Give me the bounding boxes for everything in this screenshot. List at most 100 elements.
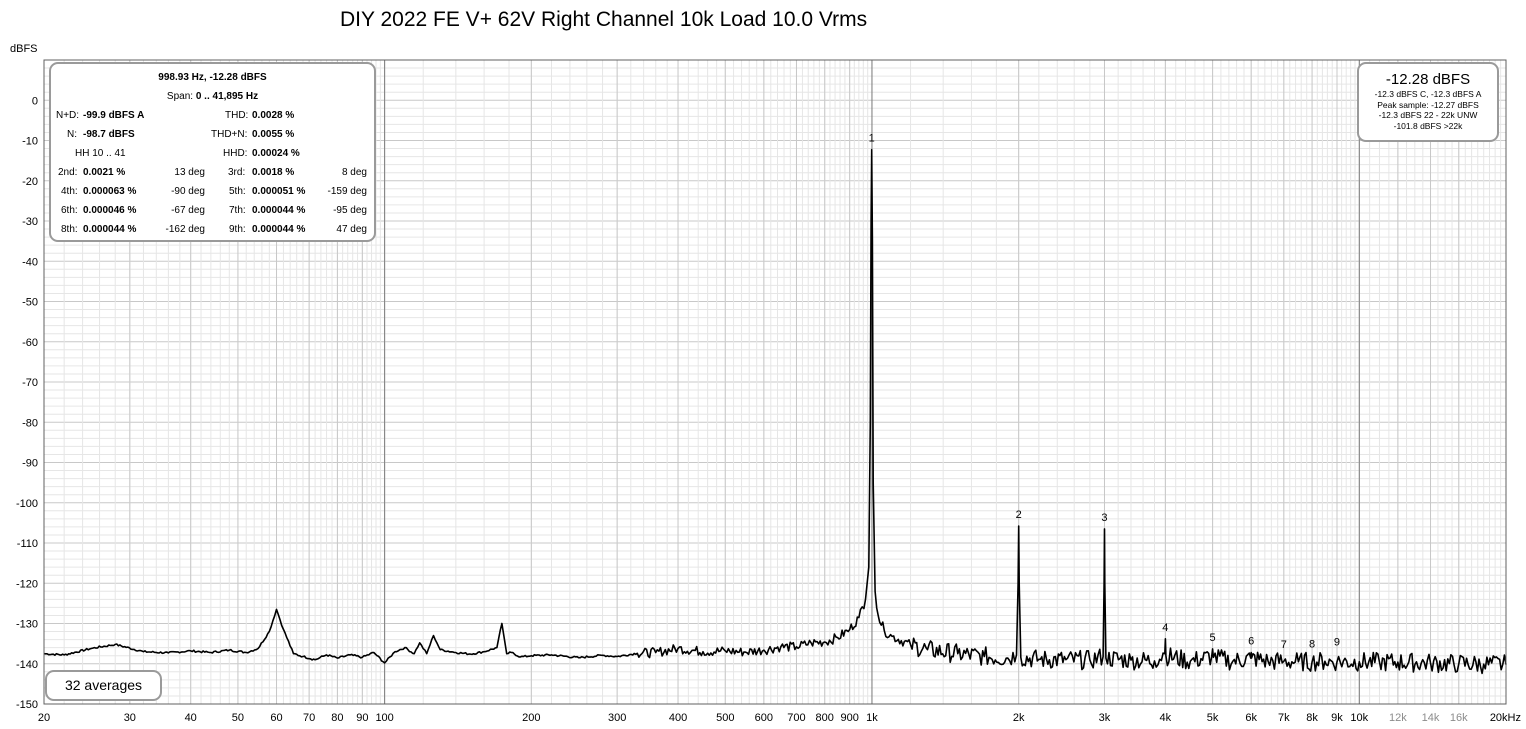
y-tick-label: -70 [22,377,38,389]
x-tick-label: 5k [1207,712,1219,724]
harmonic-9-phase: 47 deg [336,224,367,235]
x-tick-label: 1k [866,712,878,724]
level-main: -12.28 dBFS [1385,71,1471,88]
x-tick-label: 20kHz [1490,712,1521,724]
hhd-label: HHD: [223,148,248,159]
harmonic-marker-label: 1 [869,133,875,145]
x-tick-label: 16k [1450,712,1468,724]
x-tick-label: 100 [375,712,393,724]
x-tick-label: 700 [787,712,805,724]
y-tick-label: -100 [16,498,38,510]
x-tick-label: 40 [185,712,197,724]
peak-readout: 998.93 Hz, -12.28 dBFS [158,72,267,83]
harmonic-5-value: 0.000051 % [252,186,306,197]
x-tick-label: 4k [1160,712,1172,724]
x-tick-label: 90 [356,712,368,724]
nd-value: -99.9 dBFS A [83,110,145,121]
harmonic-marker-label: 2 [1016,509,1022,521]
y-tick-label: -90 [22,458,38,470]
harmonic-3-phase: 8 deg [341,167,367,178]
x-tick-label: 20 [38,712,50,724]
plot-frame [43,59,1507,705]
harmonic-marker-label: 6 [1248,635,1254,647]
n-value: -98.7 dBFS [83,129,135,140]
y-axis-unit: dBFS [10,43,38,55]
x-tick-label: 300 [608,712,626,724]
harmonic-5-label: 5th: [229,186,246,197]
y-tick-label: -50 [22,297,38,309]
hhd-value: 0.00024 % [252,148,300,159]
x-tick-label: 7k [1278,712,1290,724]
harmonic-marker-label: 8 [1309,639,1315,651]
harmonic-marker-label: 5 [1210,632,1216,644]
x-tick-label: 10k [1350,712,1368,724]
level-unweighted: -12.3 dBFS 22 - 22k UNW [1378,110,1478,120]
harmonic-6-value: 0.000046 % [83,205,137,216]
harmonic-2-label: 2nd: [58,167,78,178]
y-tick-label: -110 [17,538,38,550]
harmonic-marker-label: 4 [1162,622,1168,634]
x-tick-label: 800 [816,712,834,724]
y-tick-label: -150 [16,699,38,711]
harmonic-marker-label: 3 [1101,512,1107,524]
averages-badge[interactable]: 32 averages [45,670,162,701]
level-above-22k: -101.8 dBFS >22k [1393,120,1463,131]
harmonic-4-phase: -90 deg [171,186,205,197]
hh-range-label: HH 10 .. 41 [75,148,126,159]
harmonic-3-value: 0.0018 % [252,167,295,178]
x-tick-label: 2k [1013,712,1025,724]
x-tick-label: 70 [303,712,315,724]
level-weighted: -12.3 dBFS C, -12.3 dBFS A [1374,89,1482,99]
harmonic-6-label: 6th: [61,205,78,216]
x-tick-label: 200 [522,712,540,724]
harmonic-9-value: 0.000044 % [252,224,306,235]
y-tick-label: -60 [22,337,38,349]
harmonic-5-phase: -159 deg [327,186,367,197]
span-readout: Span: 0 .. 41,895 Hz [166,91,259,102]
thd-value: 0.0028 % [252,110,295,121]
harmonic-2-value: 0.0021 % [83,167,126,178]
x-tick-label: 80 [331,712,343,724]
thdn-label: THD+N: [211,129,248,140]
harmonic-8-value: 0.000044 % [83,224,137,235]
harmonic-markers: 1 2 3 4 5 6 7 8 9 [869,133,1340,651]
level-readout-panel[interactable]: -12.28 dBFS -12.3 dBFS C, -12.3 dBFS A P… [1357,62,1499,142]
x-tick-label: 50 [232,712,244,724]
y-tick-label: -130 [16,619,38,631]
harmonic-9-label: 9th: [229,224,246,235]
x-tick-label: 900 [840,712,858,724]
harmonic-8-phase: -162 deg [165,224,205,235]
thd-label: THD: [225,110,249,121]
x-tick-label: 3k [1099,712,1111,724]
x-tick-label: 14k [1422,712,1440,724]
y-tick-label: -30 [22,216,38,228]
x-tick-label: 30 [124,712,136,724]
harmonic-3-label: 3rd: [228,167,246,178]
harmonic-8-label: 8th: [61,224,78,235]
nd-label: N+D: [56,110,80,121]
y-tick-label: 0 [32,95,38,107]
chart-title: DIY 2022 FE V+ 62V Right Channel 10k Loa… [340,8,868,31]
harmonic-4-label: 4th: [61,186,78,197]
y-tick-label: -80 [22,417,38,429]
x-tick-label: 400 [669,712,687,724]
x-tick-label: 500 [716,712,734,724]
y-tick-label: -40 [22,256,38,268]
thdn-value: 0.0055 % [252,129,295,140]
harmonic-4-value: 0.000063 % [83,186,137,197]
harmonic-7-value: 0.000044 % [252,205,306,216]
x-tick-label: 60 [270,712,282,724]
distortion-stats-panel[interactable]: 998.93 Hz, -12.28 dBFS Span: 0 .. 41,895… [49,62,376,242]
y-tick-label: -20 [22,176,38,188]
spectrum-traces [43,148,1507,675]
harmonic-7-phase: -95 deg [333,205,367,216]
harmonic-7-label: 7th: [229,205,246,216]
x-tick-label: 6k [1245,712,1257,724]
y-tick-label: -120 [16,578,38,590]
y-tick-label: -140 [16,659,38,671]
x-tick-label: 12k [1389,712,1407,724]
x-tick-label: 600 [755,712,773,724]
x-tick-label: 8k [1306,712,1318,724]
harmonic-marker-label: 9 [1334,637,1340,649]
